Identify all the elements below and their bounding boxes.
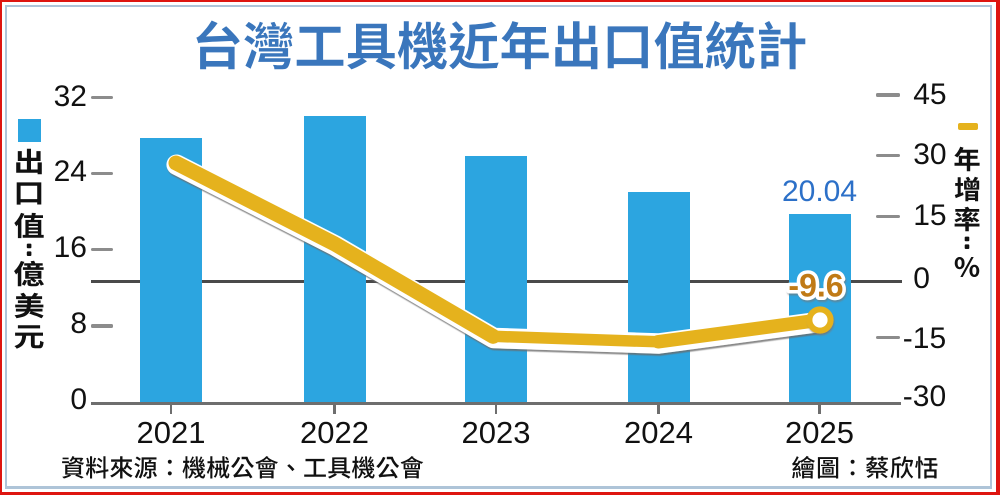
svg-text:-9.6: -9.6	[788, 268, 843, 304]
